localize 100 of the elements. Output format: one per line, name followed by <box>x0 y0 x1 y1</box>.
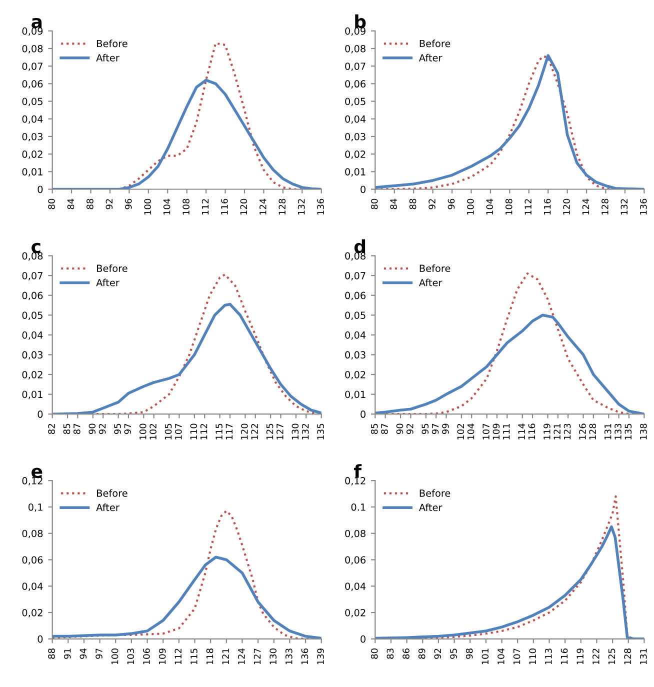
x-tick-label: 108 <box>505 198 512 215</box>
x-tick-label: 125 <box>266 424 274 440</box>
x-tick-label: 85 <box>370 424 378 434</box>
y-tick-label: 0,09 <box>345 27 366 36</box>
legend-label: After <box>96 278 120 286</box>
x-tick-label: 120 <box>240 198 248 215</box>
chart-title: f <box>354 464 362 478</box>
x-tick-label: 85 <box>63 424 70 434</box>
y-tick-label: 0,04 <box>345 115 366 124</box>
x-tick-label: 101 <box>482 648 489 664</box>
chart-title: e <box>32 468 42 478</box>
x-tick-label: 119 <box>576 648 584 664</box>
x-tick-label: 102 <box>150 424 156 440</box>
legend-label: Before <box>97 489 128 497</box>
legend-label: Before <box>420 489 450 497</box>
x-tick-label: 86 <box>402 648 410 659</box>
y-tick-label: 0,07 <box>345 62 366 71</box>
x-tick-label: 107 <box>175 424 182 440</box>
x-tick-label: 112 <box>524 199 532 215</box>
x-tick-label: 109 <box>158 648 166 664</box>
x-tick-label: 97 <box>124 424 132 434</box>
x-tick-label: 130 <box>270 648 276 664</box>
x-tick-label: 135 <box>317 424 324 440</box>
x-tick-label: 131 <box>640 648 647 664</box>
x-tick-label: 133 <box>285 648 292 664</box>
x-tick-label: 95 <box>422 424 429 434</box>
y-tick-label: 0,01 <box>22 390 42 400</box>
y-tick-label: 0 <box>360 186 366 194</box>
legend-label: After <box>418 504 442 512</box>
x-tick-label: 89 <box>418 648 426 659</box>
x-tick-label: 127 <box>254 648 261 664</box>
x-tick-label: 108 <box>182 198 190 215</box>
y-tick-label: 0,03 <box>22 132 43 142</box>
x-tick-label: 126 <box>579 424 586 440</box>
x-tick-label: 109 <box>492 424 500 440</box>
x-tick-label: 112 <box>202 199 209 215</box>
x-tick-label: 117 <box>226 424 232 440</box>
x-tick-label: 83 <box>386 648 394 659</box>
x-tick-label: 112 <box>200 424 208 440</box>
x-tick-label: 97 <box>432 424 439 434</box>
x-tick-label: 138 <box>640 424 647 440</box>
y-tick-label: 0,03 <box>22 351 43 360</box>
x-tick-label: 80 <box>370 198 378 210</box>
y-tick-label: 0,05 <box>22 312 42 320</box>
x-tick-label: 103 <box>127 648 134 664</box>
x-tick-label: 132 <box>298 199 305 215</box>
y-tick-label: 0 <box>38 186 43 194</box>
x-tick-label: 100 <box>467 198 474 215</box>
x-tick-label: 128 <box>589 424 596 440</box>
x-tick-label: 121 <box>554 424 560 440</box>
x-tick-label: 96 <box>448 198 455 210</box>
x-tick-label: 127 <box>276 424 284 440</box>
x-tick-label: 94 <box>80 648 87 659</box>
x-tick-label: 122 <box>592 648 600 664</box>
x-tick-label: 104 <box>498 648 504 664</box>
y-tick-label: 0,04 <box>22 582 43 591</box>
x-tick-label: 115 <box>216 424 222 440</box>
y-tick-label: 0 <box>38 635 43 643</box>
x-tick-label: 84 <box>390 198 397 210</box>
x-tick-label: 97 <box>96 648 102 659</box>
x-tick-label: 114 <box>518 424 525 440</box>
y-tick-label: 0,01 <box>345 168 366 176</box>
x-tick-label: 131 <box>604 424 612 440</box>
x-tick-label: 116 <box>560 648 568 664</box>
legend-label: After <box>96 54 120 62</box>
y-tick-label: 0.1 <box>351 503 366 511</box>
x-tick-label: 136 <box>640 198 647 215</box>
chart-title: a <box>32 18 42 28</box>
x-tick-label: 104 <box>486 198 494 215</box>
y-tick-label: 0,01 <box>22 168 42 176</box>
x-tick-label: 95 <box>450 648 457 659</box>
x-tick-label: 92 <box>98 424 106 434</box>
y-tick-label: 0 <box>360 635 366 643</box>
x-tick-label: 98 <box>466 648 473 659</box>
x-tick-label: 124 <box>582 198 590 215</box>
x-tick-label: 87 <box>381 424 388 434</box>
y-tick-label: 0,02 <box>345 370 366 380</box>
x-tick-label: 100 <box>144 198 152 215</box>
x-tick-label: 87 <box>73 424 80 434</box>
y-tick-label: 0,12 <box>345 477 366 486</box>
y-tick-label: 0,07 <box>22 62 42 71</box>
x-tick-label: 104 <box>467 424 474 440</box>
legend-label: Before <box>97 40 128 48</box>
legend-label: Before <box>420 40 450 48</box>
chart-title: b <box>355 14 366 28</box>
y-tick-label: 0,04 <box>345 582 366 591</box>
y-tick-label: 0,02 <box>22 370 42 380</box>
x-tick-label: 121 <box>222 648 229 664</box>
x-tick-label: 128 <box>278 198 286 215</box>
y-tick-label: 0,08 <box>22 252 43 261</box>
y-tick-label: 0,12 <box>22 477 42 486</box>
x-tick-label: 122 <box>251 424 258 440</box>
x-tick-label: 92 <box>406 424 414 434</box>
y-tick-label: 0,02 <box>22 609 42 618</box>
x-tick-label: 123 <box>564 424 571 440</box>
x-tick-label: 111 <box>503 424 510 440</box>
x-tick-label: 136 <box>317 198 324 215</box>
x-tick-label: 135 <box>624 424 632 440</box>
x-tick-label: 105 <box>164 424 172 440</box>
x-tick-label: 104 <box>163 198 170 215</box>
